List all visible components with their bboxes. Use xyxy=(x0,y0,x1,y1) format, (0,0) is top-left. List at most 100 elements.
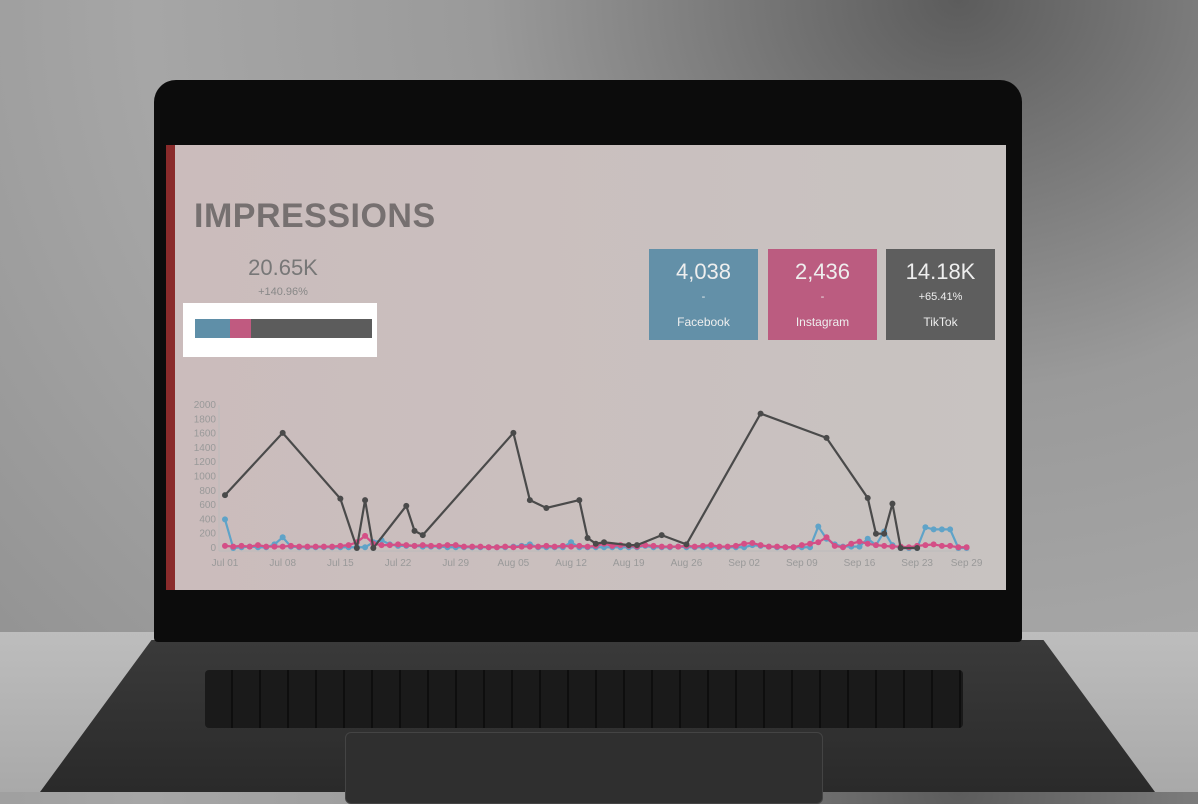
data-point xyxy=(914,545,921,551)
trackpad xyxy=(345,732,823,804)
data-point xyxy=(815,539,822,546)
data-point xyxy=(691,543,698,550)
data-point xyxy=(428,542,434,549)
data-point xyxy=(510,429,517,436)
x-tick-label: Aug 12 xyxy=(555,558,587,569)
y-tick-label: 1000 xyxy=(194,472,217,483)
data-point xyxy=(889,543,896,550)
data-point xyxy=(312,543,319,550)
data-point xyxy=(757,410,764,417)
data-point xyxy=(938,526,945,533)
data-point xyxy=(930,541,937,548)
data-point xyxy=(658,543,665,550)
data-point xyxy=(790,544,797,551)
data-point xyxy=(411,542,418,549)
data-point xyxy=(419,532,426,539)
share-bar-box xyxy=(183,303,377,357)
kpi-value: 4,038 xyxy=(675,259,732,284)
data-point xyxy=(362,544,369,551)
data-point xyxy=(362,532,369,539)
data-point xyxy=(254,542,261,549)
data-point xyxy=(568,539,575,546)
data-point xyxy=(576,542,583,549)
data-point xyxy=(881,530,888,537)
data-point xyxy=(452,542,459,549)
x-tick-label: Sep 02 xyxy=(728,558,760,569)
y-tick-label: 400 xyxy=(199,514,216,525)
share-segment-tiktok xyxy=(250,319,372,338)
data-point xyxy=(370,545,377,551)
kpi-label: Facebook xyxy=(677,315,730,329)
data-point xyxy=(831,542,838,549)
data-point xyxy=(848,540,855,547)
data-point xyxy=(362,497,369,504)
data-point xyxy=(543,542,550,549)
data-point xyxy=(584,534,591,541)
y-tick-label: 2000 xyxy=(194,400,217,411)
data-point xyxy=(403,502,410,509)
x-tick-label: Jul 15 xyxy=(327,558,354,569)
data-point xyxy=(699,542,706,549)
data-point xyxy=(798,542,805,549)
data-point xyxy=(889,500,896,507)
total-impressions: 20.65K xyxy=(248,255,318,280)
kpi-card-facebook[interactable]: 4,038 - Facebook xyxy=(649,249,758,340)
data-point xyxy=(378,542,385,549)
data-point xyxy=(864,494,871,501)
data-point xyxy=(444,542,451,549)
data-point xyxy=(477,543,484,550)
data-point xyxy=(279,543,286,550)
data-point xyxy=(304,543,311,550)
data-point xyxy=(634,542,640,549)
data-point xyxy=(774,543,781,550)
y-tick-label: 600 xyxy=(199,500,216,511)
data-point xyxy=(419,542,426,549)
data-point xyxy=(642,542,649,549)
data-point xyxy=(584,543,591,550)
data-point xyxy=(222,492,228,499)
data-point xyxy=(666,543,673,550)
x-tick-label: Sep 16 xyxy=(844,558,876,569)
data-point xyxy=(856,538,863,545)
x-tick-label: Jul 22 xyxy=(385,558,412,569)
data-point xyxy=(675,543,682,550)
data-point xyxy=(823,534,830,541)
kpi-value: 14.18K xyxy=(905,259,976,284)
kpi-label: Instagram xyxy=(795,315,850,329)
data-point xyxy=(526,543,533,550)
dashboard-screen: IMPRESSIONS 20.65K +140.96% 4,038 - Face… xyxy=(166,145,1006,590)
data-point xyxy=(765,543,772,550)
data-point xyxy=(955,544,962,551)
data-point xyxy=(493,544,500,551)
data-point xyxy=(320,543,327,550)
data-point xyxy=(510,544,517,551)
y-tick-label: 1800 xyxy=(194,414,217,425)
data-point xyxy=(502,543,509,550)
x-tick-label: Sep 29 xyxy=(951,558,983,569)
data-point xyxy=(543,504,550,511)
data-point xyxy=(749,539,756,546)
data-point xyxy=(230,543,237,550)
data-point xyxy=(930,526,937,533)
kpi-change: - xyxy=(701,291,706,303)
data-point xyxy=(263,543,270,550)
data-point xyxy=(576,497,583,504)
data-point xyxy=(386,542,393,549)
data-point xyxy=(650,542,657,549)
data-point xyxy=(395,541,402,548)
data-point xyxy=(683,541,690,548)
kpi-card-tiktok[interactable]: 14.18K +65.41% TikTok xyxy=(886,249,995,340)
kpi-card-instagram[interactable]: 2,436 - Instagram xyxy=(768,249,877,340)
data-point xyxy=(526,497,533,504)
share-segment-instagram xyxy=(229,319,251,338)
data-point xyxy=(411,527,418,534)
data-point xyxy=(296,543,303,550)
kpi-value: 2,436 xyxy=(794,259,851,284)
x-tick-label: Jul 01 xyxy=(212,558,239,569)
kpi-change: - xyxy=(820,291,825,303)
data-point xyxy=(353,545,360,551)
data-point xyxy=(436,542,443,549)
data-point xyxy=(881,542,888,549)
data-point xyxy=(345,542,352,549)
x-tick-label: Jul 08 xyxy=(269,558,296,569)
